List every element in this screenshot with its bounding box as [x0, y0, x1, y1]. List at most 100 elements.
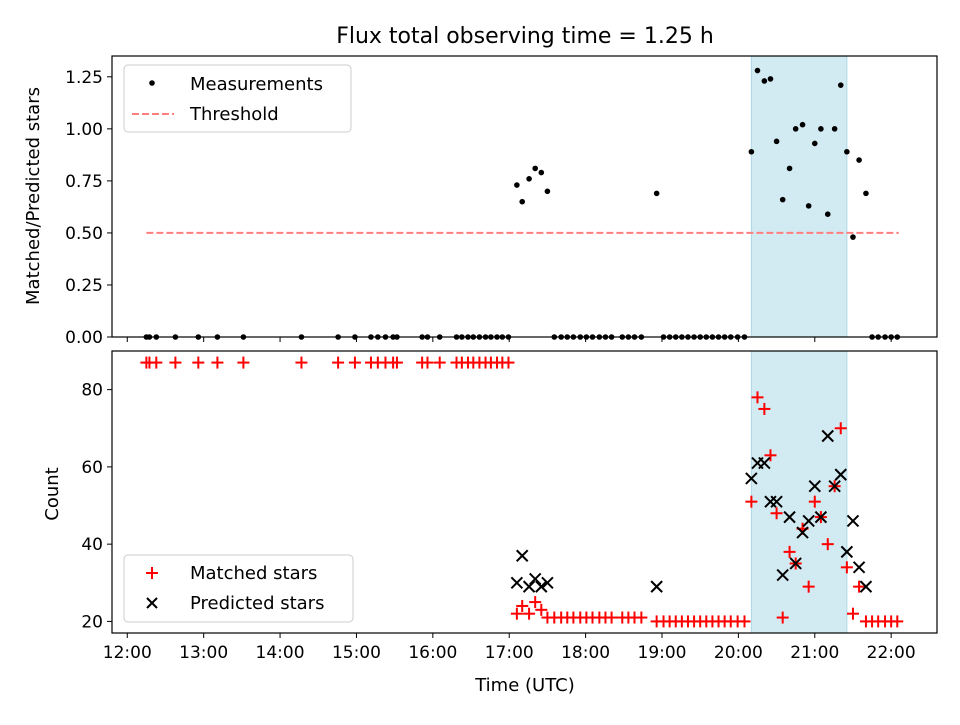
y-tick-label: 20: [81, 612, 103, 632]
matched-star-point: [783, 545, 796, 558]
matched-star-point: [802, 580, 815, 593]
bottom-legend: Matched stars Predicted stars: [123, 554, 354, 623]
measurement-point: [831, 126, 838, 132]
measurement-point: [767, 76, 774, 82]
predicted-star-point: [758, 456, 771, 470]
measurement-point: [863, 190, 869, 197]
matched-star-point: [840, 561, 853, 574]
matched-star-point: [751, 391, 764, 404]
axes-frame: [111, 350, 938, 634]
x-tick-label: 18:00: [561, 643, 610, 663]
x-tick-label: 20:00: [714, 643, 763, 663]
axes-frame: [111, 55, 938, 338]
measurement-point: [544, 188, 551, 195]
measurement-point: [856, 157, 862, 163]
legend-label-threshold: Threshold: [189, 104, 279, 125]
matched-star-point: [776, 611, 789, 624]
measurement-point: [792, 126, 799, 132]
predicted-star-point: [510, 576, 524, 589]
measurement-point: [779, 196, 786, 203]
measurement-point: [786, 165, 793, 172]
matched-star-point: [745, 495, 758, 508]
legend-marker-matched: [146, 567, 158, 579]
predicted-star-point: [770, 495, 783, 508]
matched-star-point: [529, 596, 542, 609]
predicted-star-point: [834, 468, 847, 481]
matched-star-point: [605, 611, 618, 624]
matched-star-point: [516, 599, 529, 612]
top-legend: Measurements Threshold: [123, 64, 352, 133]
matched-star-point: [523, 607, 536, 620]
matched-star-point: [535, 603, 548, 616]
matched-star-point: [237, 356, 250, 369]
measurement-point: [761, 78, 768, 84]
matched-star-point: [834, 422, 847, 435]
y-tick-label: 1.25: [65, 68, 103, 88]
predicted-star-point: [541, 576, 554, 589]
predicted-star-point: [852, 561, 866, 574]
predicted-star-point: [745, 472, 758, 485]
measurement-point: [837, 82, 844, 88]
predicted-star-point: [516, 549, 529, 562]
predicted-star-point: [789, 557, 802, 570]
x-tick-label: 16:00: [408, 643, 457, 663]
y-tick-label: 0.50: [65, 224, 103, 244]
measurement-point: [519, 198, 526, 205]
measurement-point: [748, 148, 755, 155]
predicted-star-point: [840, 545, 854, 559]
y-tick-label: 60: [81, 458, 103, 478]
predicted-star-point: [802, 514, 815, 528]
measurement-point: [754, 67, 761, 74]
measurement-point: [850, 234, 856, 240]
predicted-star-point: [796, 526, 809, 539]
matched-star-point: [433, 356, 446, 369]
matched-star-point: [758, 402, 771, 415]
top-y-axis-label: Matched/Predicted stars: [23, 87, 44, 305]
predicted-star-point: [776, 568, 789, 582]
y-tick-label: 40: [81, 535, 103, 555]
matched-star-point: [295, 356, 308, 369]
matched-star-point: [348, 356, 361, 369]
measurement-point: [824, 211, 831, 217]
legend-marker-measurements: [149, 80, 155, 86]
predicted-star-point: [535, 580, 548, 593]
matched-star-point: [770, 507, 783, 520]
legend-label-measurements: Measurements: [190, 74, 323, 95]
y-tick-label: 80: [81, 381, 103, 401]
matched-star-point: [738, 615, 751, 628]
measurement-point: [844, 148, 850, 155]
matched-star-point: [510, 607, 523, 620]
x-tick-label: 14:00: [256, 643, 305, 663]
matched-star-point: [821, 538, 834, 551]
matched-star-point: [421, 356, 434, 369]
observing-window-band: [750, 350, 848, 634]
predicted-star-point: [808, 479, 821, 493]
measurement-point: [532, 165, 538, 172]
matched-star-point: [169, 356, 182, 369]
predicted-star-point: [846, 514, 860, 528]
matched-star-point: [846, 607, 859, 620]
measurement-point: [538, 169, 545, 176]
x-tick-label: 17:00: [485, 643, 534, 663]
legend-label-matched: Matched stars: [190, 563, 317, 584]
predicted-star-point: [650, 580, 663, 593]
matched-star-point: [192, 356, 205, 369]
matched-star-point: [635, 611, 648, 624]
y-tick-label: 0.25: [65, 276, 103, 296]
predicted-star-point: [828, 479, 841, 493]
predicted-star-point: [859, 580, 873, 593]
measurement-point: [526, 176, 532, 182]
y-tick-label: 1.00: [65, 120, 103, 140]
y-tick-label: 0.75: [65, 172, 103, 192]
bottom-y-axis-label: Count: [42, 467, 63, 520]
y-tick-label: 0.00: [65, 328, 103, 348]
chart-title: Flux total observing time = 1.25 h: [336, 24, 714, 49]
matched-star-point: [502, 356, 515, 369]
predicted-star-point: [814, 510, 828, 524]
bottom-panel: 20 40 60 80 12:00 13:00 14:00 15:00 16:00 17:00 18…: [81, 350, 938, 663]
x-tick-label: 12:00: [103, 643, 152, 663]
x-tick-label: 15:00: [332, 643, 381, 663]
predicted-star-point: [528, 572, 542, 586]
legend-marker-predicted: [146, 597, 158, 609]
